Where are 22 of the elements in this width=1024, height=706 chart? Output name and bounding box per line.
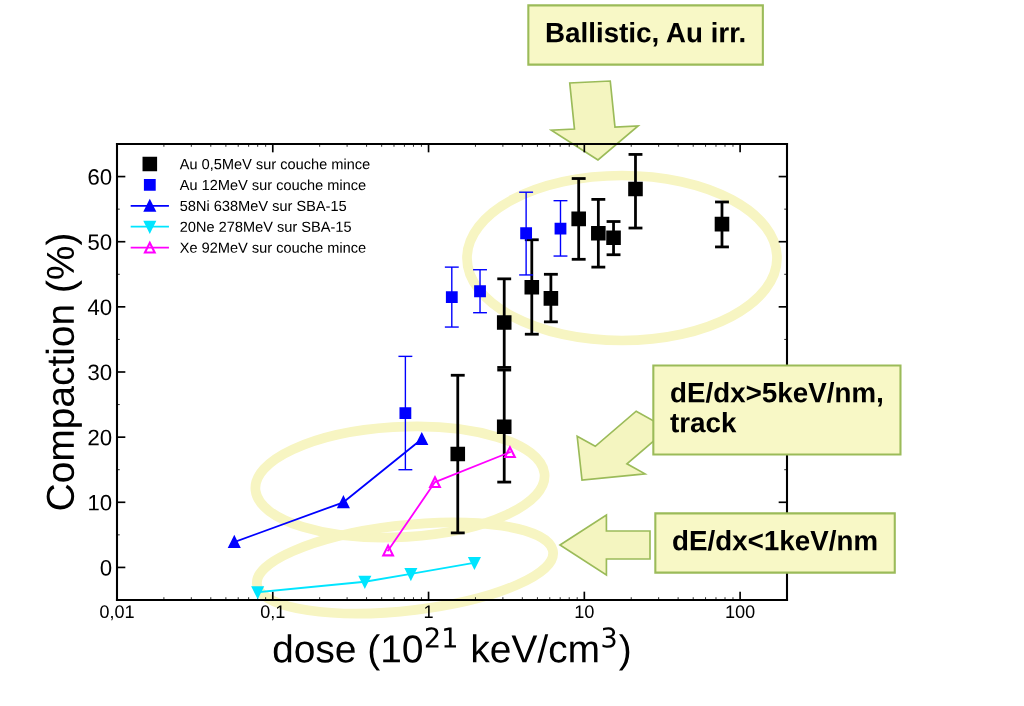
annotation: dE/dx<1keV/nm [673,530,877,551]
y-tick-label: 30 [88,364,112,381]
y-tick-label: 10 [89,494,112,511]
legend-label: 58Ni 638MeV sur SBA-15 [180,200,347,212]
x-tick-label: 10 [575,605,594,619]
text: Ballistic, Au irr. [546,22,745,47]
x-axis-title: dose (10$^{21}$ keV/cm$^{3}$) [273,627,630,671]
y-tick-label: 50 [88,234,112,250]
y-tick-label: 60 [88,169,112,185]
annotation: dE/dx>5keV/nm, track [670,382,882,433]
legend-label: Au 12MeV sur couche mince [179,179,366,191]
x-tick-label: 0,1 [260,605,285,621]
y-tick-label: 0 [100,559,112,576]
legend-label: Au 0,5MeV sur couche mince [179,158,370,172]
y-tick-label: 20 [88,429,112,446]
y-tick-label: 40 [87,299,112,316]
x-tick-label: 0,01 [100,605,134,621]
x-tick-label: 100 [726,605,755,619]
legend-label: 20Ne 278MeV sur SBA-15 [180,221,351,232]
legend-label: Xe 92MeV sur couche mince [180,242,366,253]
x-tick-label: 1 [424,605,433,618]
y-axis-title: Compaction (%) [45,235,82,510]
